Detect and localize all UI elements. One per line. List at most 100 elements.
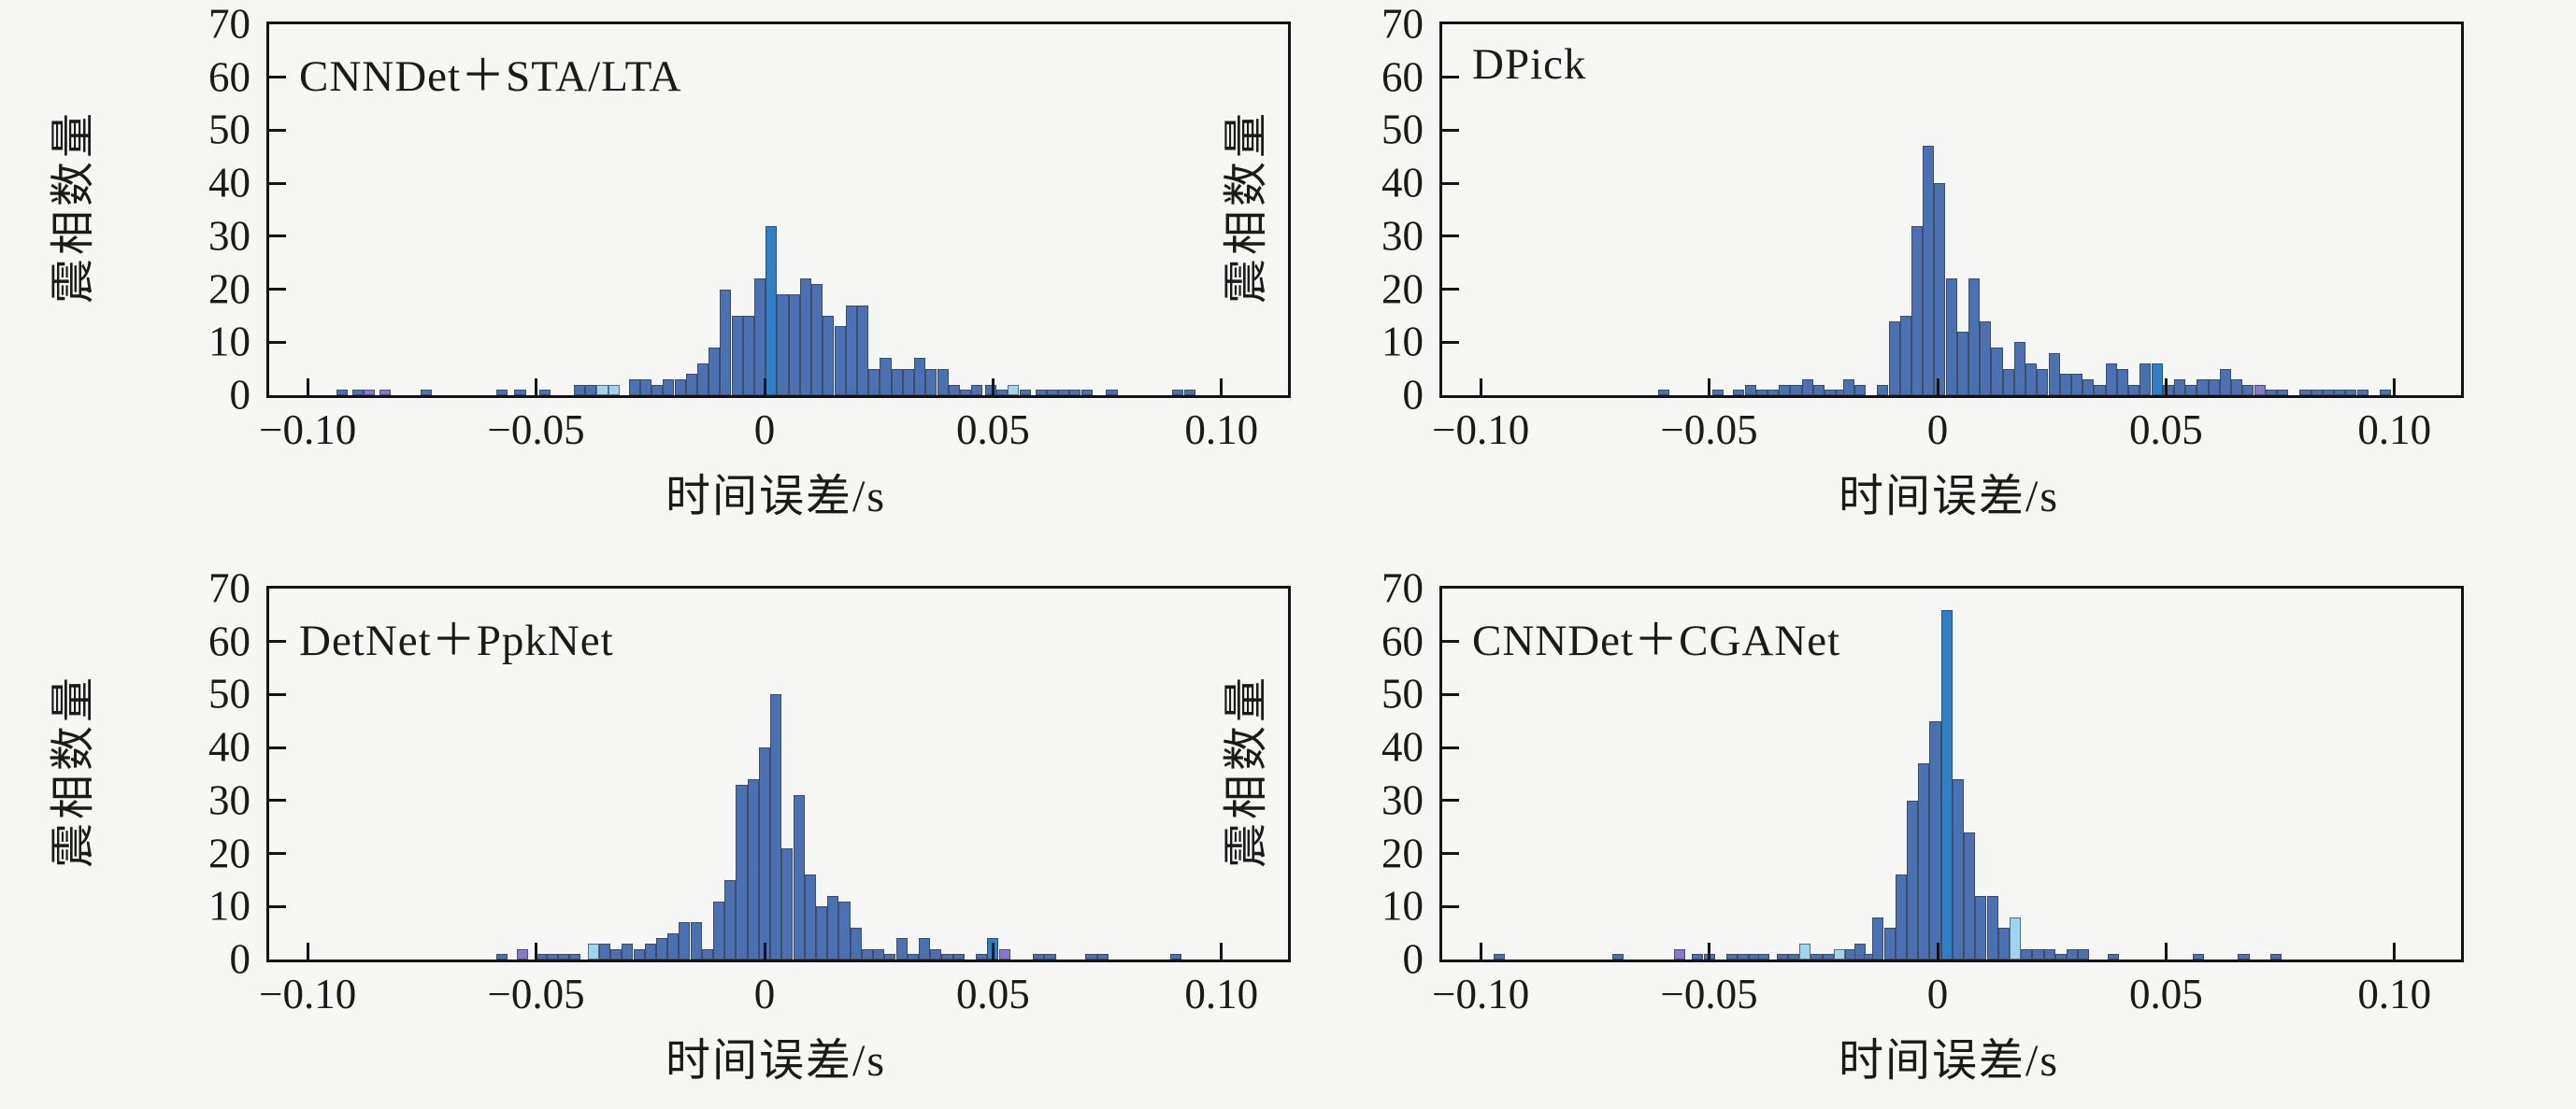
histogram-bar [2067, 948, 2079, 960]
histogram-bar [379, 390, 392, 395]
x-tick-label: −0.10 [259, 406, 357, 453]
histogram-bar [2238, 954, 2250, 960]
histogram-bar [1085, 954, 1097, 960]
histogram-bar [907, 954, 919, 960]
histogram-bar [587, 944, 599, 960]
histogram-bar [1657, 390, 1669, 395]
histogram-bar [2059, 374, 2071, 395]
x-tick-label: −0.05 [1660, 971, 1758, 1017]
y-axis-label: 震相数量 [1222, 673, 1271, 869]
histogram-bar [2037, 368, 2049, 395]
histogram-bar [651, 384, 664, 395]
histogram-bar [731, 315, 743, 395]
y-tick-label: 70 [1381, 0, 1424, 48]
histogram-bar [781, 847, 794, 960]
histogram-bar [1956, 331, 1968, 395]
y-tick-label: 30 [1381, 212, 1424, 260]
histogram-bar [811, 283, 823, 395]
histogram-bar [2379, 390, 2392, 395]
histogram-bar [1673, 948, 1685, 960]
panel-detnet-ppknet: 震相数量 DetNet＋PpkNet 0 10 20 30 40 50 60 70 −0.10 −… [49, 567, 1291, 1109]
histogram-bar [1980, 320, 1992, 395]
histogram-bar [1952, 779, 1965, 960]
x-tick-label: −0.10 [1432, 971, 1530, 1017]
histogram-bar [336, 390, 348, 395]
histogram-bar [2071, 374, 2083, 395]
histogram-bar [1758, 954, 1770, 960]
histogram-bar [1172, 390, 1184, 395]
y-tick-label: 60 [1381, 53, 1424, 101]
histogram-bar [1964, 832, 1976, 960]
histogram-bar [1799, 944, 1811, 960]
y-tick-label: 70 [208, 564, 250, 612]
histogram-bar [827, 895, 839, 960]
histogram-bar [1692, 954, 1704, 960]
y-tick-label: 0 [1402, 371, 1424, 419]
histogram-bar [2116, 368, 2129, 395]
y-tick-label: 60 [208, 618, 250, 665]
histogram-bar [2108, 954, 2120, 960]
y-tick-label: 50 [1381, 670, 1424, 718]
histogram-bar [713, 901, 725, 960]
y-tick-label: 30 [208, 212, 250, 260]
panel-cnndet-sta-lta: 震相数量 CNNDet＋STA/LTA 0 10 20 30 40 50 60 70 −0.10… [49, 3, 1291, 545]
histogram-bar [736, 784, 748, 960]
histogram-bar [1975, 895, 1987, 960]
histogram-bar [1888, 320, 1900, 395]
histogram-bar [857, 305, 869, 395]
histogram-bar [516, 948, 528, 960]
histogram-bar [633, 948, 645, 960]
histogram-bar [2265, 390, 2277, 395]
y-axis-label: 震相数量 [1222, 108, 1271, 305]
y-tick-label: 40 [208, 723, 250, 771]
histogram-bar [701, 948, 713, 960]
histogram-bar [2082, 379, 2095, 395]
histogram-bar [546, 954, 558, 960]
histogram-bar [1046, 390, 1058, 395]
y-tick-label: 60 [208, 53, 250, 101]
panel-title: CNNDet＋CGANet [1472, 617, 1841, 665]
histogram-bar [1787, 954, 1800, 960]
histogram-bar [2002, 368, 2014, 395]
histogram-bar [1058, 390, 1070, 395]
histogram-bar [884, 954, 896, 960]
x-tick-label: 0.10 [2357, 406, 2432, 453]
histogram-bar [816, 906, 828, 960]
histogram-bar [1810, 954, 1823, 960]
histogram-bar [960, 390, 972, 395]
histogram-bar [1044, 954, 1056, 960]
panel-cnndet-cganet: 震相数量 CNNDet＋CGANet 0 10 20 30 40 50 60 70 −0.10 −… [1222, 567, 2464, 1109]
histogram-bar [2276, 390, 2289, 395]
histogram-bar [2140, 363, 2152, 395]
x-tick-mark [306, 943, 309, 960]
y-tick-label: 0 [229, 371, 251, 419]
histogram-bar [2162, 384, 2174, 395]
y-tick-label: 50 [208, 670, 250, 718]
histogram-bar [539, 390, 551, 395]
x-tick-mark [2164, 378, 2168, 395]
histogram-bar [655, 938, 668, 960]
x-tick-mark [2164, 943, 2168, 960]
x-tick-label: −0.05 [1660, 406, 1758, 453]
histogram-bar [2192, 954, 2204, 960]
y-tick-label: 30 [208, 776, 250, 824]
histogram-bar [2094, 384, 2106, 395]
x-axis-label: 时间误差/s [1838, 1036, 2060, 1086]
histogram-bar [1738, 954, 1750, 960]
histogram-bar [747, 779, 759, 960]
y-tick-label: 10 [208, 318, 250, 365]
x-tick-mark [1936, 378, 1939, 395]
histogram-bar [838, 901, 851, 960]
histogram-bar [2254, 384, 2266, 395]
x-tick-mark [1220, 378, 1224, 395]
histogram-bar [793, 795, 805, 960]
y-tick-mark [1442, 640, 1459, 644]
histogram-bar [948, 384, 960, 395]
y-tick-mark [269, 852, 286, 856]
histogram-bar [2054, 954, 2068, 960]
histogram-bar [2043, 948, 2055, 960]
y-axis-label: 震相数量 [49, 108, 98, 305]
y-tick-mark [1442, 340, 1459, 344]
histogram-bar [895, 938, 908, 960]
histogram-bar [1895, 874, 1907, 960]
